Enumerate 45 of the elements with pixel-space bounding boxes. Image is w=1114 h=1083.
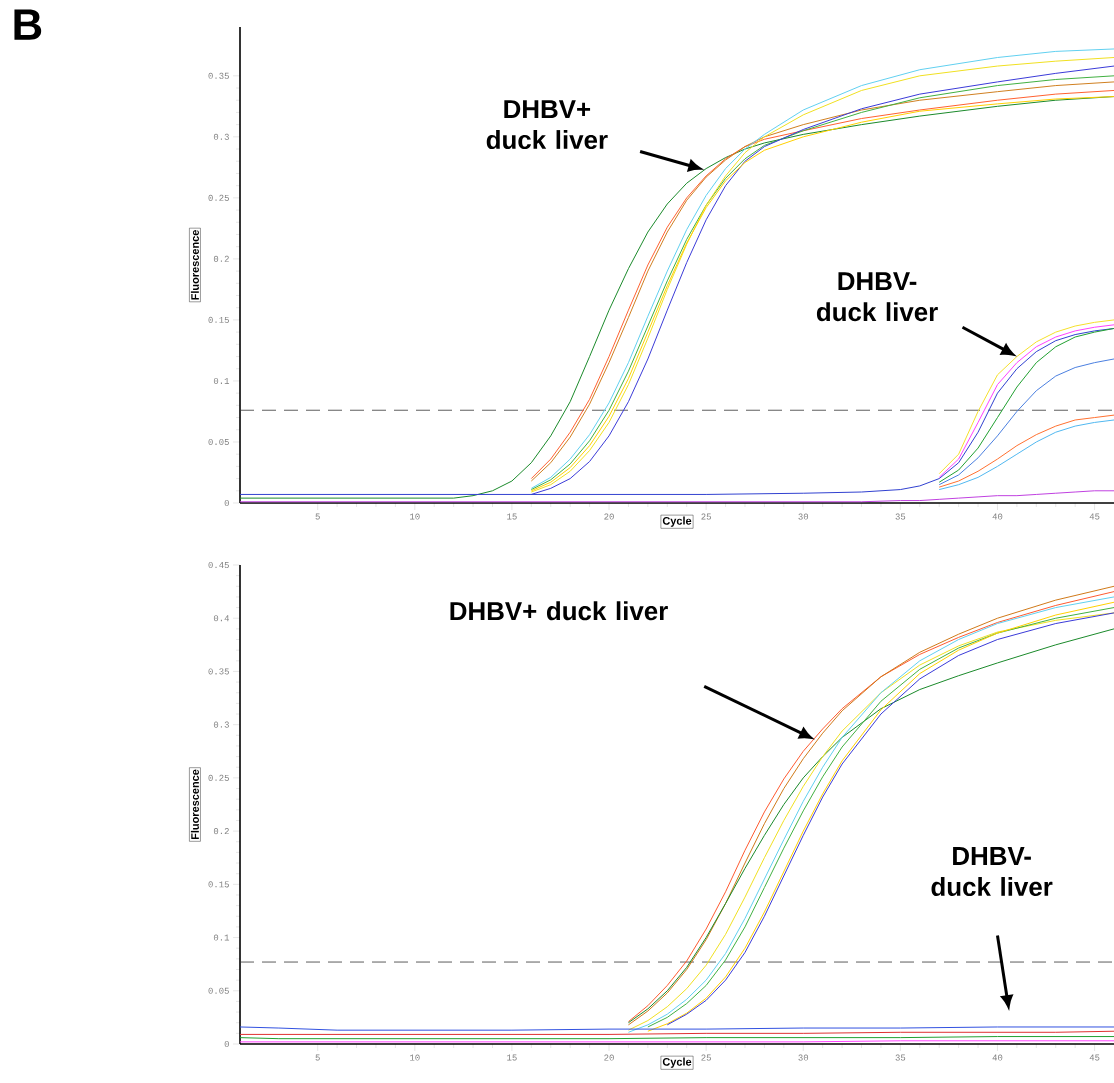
y-tick-label: 0.3 [213,721,229,728]
x-tick-label: 45 [1089,513,1100,520]
x-tick-label: 35 [895,1054,906,1061]
y-tick-label: 0.1 [213,934,230,941]
x-axis-title: Cycle [662,1057,692,1068]
x-tick-label: 30 [798,513,809,520]
annotation: DHBV+ duck liver [486,100,608,150]
y-tick-label: 0.35 [208,668,229,675]
y-tick-label: 0.25 [208,774,229,781]
y-tick-label: 0.35 [208,72,229,79]
annotation: DHBV+ duck liver [450,601,668,621]
x-tick-label: 30 [798,1054,809,1061]
y-axis-title: Fluorescence [190,230,199,300]
y-tick-label: 0 [224,1040,229,1048]
chart-title: B [14,9,42,40]
x-tick-label: 20 [604,1054,614,1061]
x-tick-label: 5 [315,1054,320,1061]
y-tick-label: 0.05 [208,438,229,446]
y-tick-label: 0.25 [208,194,229,201]
x-tick-label: 15 [507,513,517,520]
x-tick-label: 10 [410,513,420,520]
annotation: DHBV- duck liver [931,847,1053,897]
y-tick-label: 0.2 [213,828,229,835]
x-tick-label: 25 [701,1054,711,1061]
y-tick-label: 0.1 [213,377,230,384]
y-axis-title: Fluorescence [190,769,199,840]
y-tick-label: 0 [224,499,229,507]
x-tick-label: 20 [604,513,614,520]
x-tick-label: 35 [895,513,906,520]
y-tick-label: 0.3 [213,133,229,140]
x-axis-title: Cycle [662,516,692,527]
x-tick-label: 40 [992,513,1003,520]
x-tick-label: 15 [507,1054,517,1061]
x-tick-label: 10 [410,1054,420,1061]
x-tick-label: 5 [315,513,320,520]
x-tick-label: 45 [1089,1054,1100,1061]
y-tick-label: 0.15 [208,881,229,888]
y-tick-label: 0.45 [208,561,229,569]
y-tick-label: 0.15 [208,316,229,323]
annotation: DHBV- duck liver [816,272,938,322]
x-tick-label: 40 [992,1054,1003,1061]
x-tick-label: 25 [701,513,711,520]
y-tick-label: 0.2 [213,255,229,262]
y-tick-label: 0.4 [213,615,230,622]
y-tick-label: 0.05 [208,987,229,994]
